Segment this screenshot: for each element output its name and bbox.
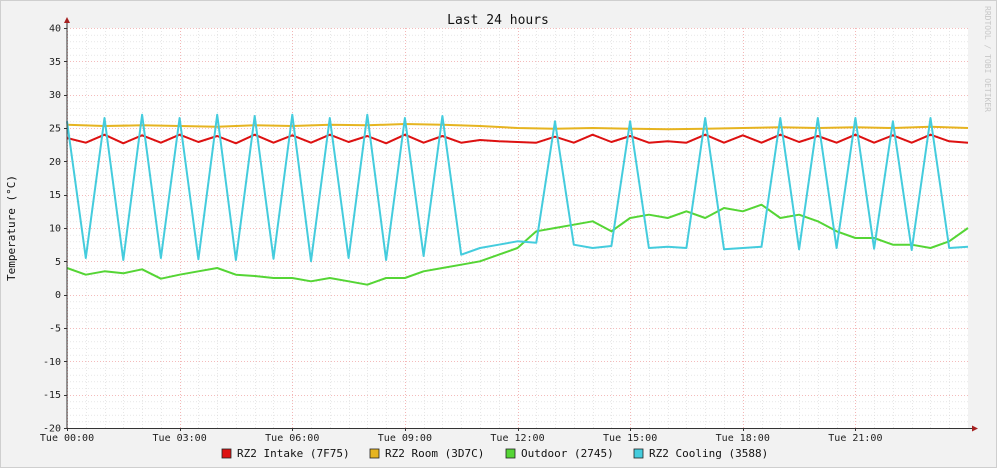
x-axis-arrow bbox=[972, 425, 978, 432]
y-tick-label: 35 bbox=[49, 57, 61, 68]
series-line-0 bbox=[66, 133, 969, 145]
legend-label: RZ2 Intake (7F75) bbox=[237, 447, 350, 460]
legend-swatch bbox=[369, 448, 380, 459]
y-axis-arrow bbox=[64, 17, 70, 23]
y-tick-label: 40 bbox=[49, 24, 61, 35]
x-tick-label: Tue 00:00 bbox=[40, 433, 94, 444]
watermark: RRDTOOL / TOBI OETIKER bbox=[983, 6, 992, 112]
chart-title: Last 24 hours bbox=[447, 13, 549, 28]
y-tick-label: 30 bbox=[49, 90, 61, 101]
x-tick-label: Tue 06:00 bbox=[265, 433, 319, 444]
legend-label: Outdoor (2745) bbox=[521, 447, 614, 460]
legend-swatch bbox=[221, 448, 232, 459]
x-tick-labels: Tue 00:00 Tue 03:00 Tue 06:00 Tue 09:00 Tue … bbox=[40, 433, 883, 444]
y-tick-label: -20 bbox=[43, 424, 61, 435]
y-axis-label: Temperature (°C) bbox=[5, 175, 18, 281]
y-tick-label: 25 bbox=[49, 124, 61, 135]
y-tick-label: 15 bbox=[49, 190, 61, 201]
legend-swatch bbox=[633, 448, 644, 459]
y-tick-label: 5 bbox=[55, 257, 61, 268]
x-tick-label: Tue 09:00 bbox=[378, 433, 432, 444]
legend-label: RZ2 Room (3D7C) bbox=[385, 447, 484, 460]
legend-label: RZ2 Cooling (3588) bbox=[649, 447, 768, 460]
series-line-2 bbox=[66, 203, 969, 286]
x-tick-label: Tue 15:00 bbox=[603, 433, 657, 444]
series-line-1 bbox=[66, 123, 969, 131]
y-tick-label: -15 bbox=[43, 390, 61, 401]
y-tick-label: 20 bbox=[49, 157, 61, 168]
y-tick-labels: 40 35 30 25 20 15 10 5 0 -5 -10 -15 -20 bbox=[43, 24, 61, 435]
y-tick-label: 10 bbox=[49, 224, 61, 235]
x-tick-label: Tue 03:00 bbox=[153, 433, 207, 444]
x-tick-label: Tue 21:00 bbox=[828, 433, 882, 444]
minor-grid bbox=[67, 28, 968, 428]
legend-swatch bbox=[505, 448, 516, 459]
axes bbox=[64, 17, 978, 432]
y-tick-label: -5 bbox=[49, 324, 61, 335]
x-tick-label: Tue 12:00 bbox=[490, 433, 544, 444]
series-layer bbox=[66, 113, 969, 286]
y-tick-label: 0 bbox=[55, 290, 61, 301]
series-line-3 bbox=[66, 113, 969, 263]
legend: RZ2 Intake (7F75) RZ2 Room (3D7C) Outdoor … bbox=[221, 447, 768, 460]
x-tick-label: Tue 18:00 bbox=[716, 433, 770, 444]
y-tick-label: -10 bbox=[43, 357, 61, 368]
